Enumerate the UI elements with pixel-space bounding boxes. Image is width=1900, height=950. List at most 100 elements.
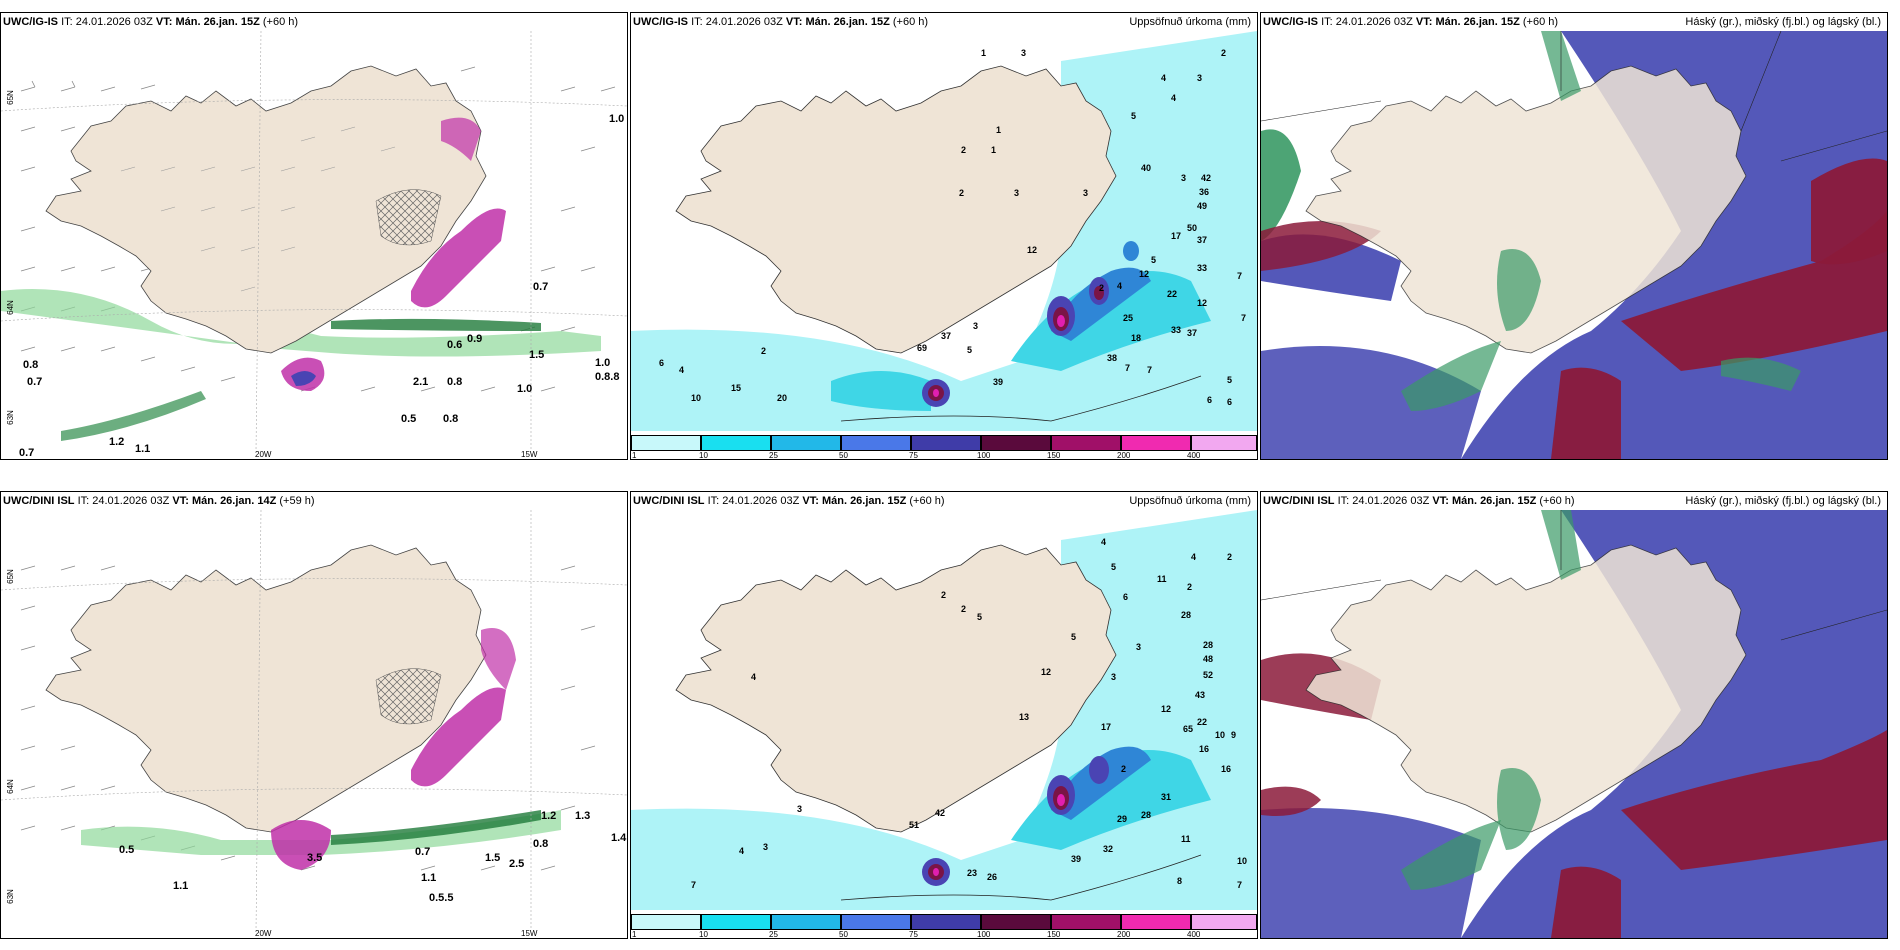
precip-value: 12 [1027,245,1038,255]
colorbar-segment [701,435,771,451]
precip-value: 4 [751,672,757,682]
precip-value: 7 [1237,880,1243,890]
value-label: 3.5 [307,852,323,864]
precip-value: 2 [1099,283,1105,293]
precip-value: 6 [1207,395,1213,405]
panel-title: Uppsöfnuð úrkoma (mm) [1129,495,1251,507]
colorbar-tick: 150 [1047,451,1061,460]
value-label: 1.5 [529,349,545,361]
colorbar-tick: 25 [769,451,778,460]
precip-value: 3 [763,842,769,852]
precip-value: 6 [659,358,665,368]
colorbar: 1 10 25 50 75 100 150 200 400 [631,431,1257,459]
colorbar-segment [1051,914,1121,930]
cloud-map [1261,31,1887,459]
precip-value: 3 [1181,173,1187,183]
precip-value: 4 [1171,93,1177,103]
lon-label-left: 20W [255,929,272,938]
precip-value: 37 [1187,328,1198,338]
value-label: 0.8.8 [595,371,620,383]
colorbar-tick: 50 [839,930,848,939]
wind-map [1,31,627,459]
precip-value: 4 [679,365,685,375]
value-label: 0.7 [27,376,43,388]
panel-header: UWC/DINI ISL IT: 24.01.2026 03Z VT: Mán.… [1,492,627,510]
value-label: 0.5 [401,413,417,425]
precip-value: 3 [973,321,979,331]
value-label: 1.1 [173,880,189,892]
precip-value: 51 [909,820,920,830]
colorbar-segment [1051,435,1121,451]
colorbar-segment [631,435,701,451]
value-label: 0.8 [23,359,39,371]
colorbar-tick: 1 [632,451,637,460]
colorbar-tick: 10 [699,451,708,460]
colorbar: 1 10 25 50 75 100 150 200 400 [631,910,1257,938]
value-label: 0.5.5 [429,892,454,904]
panel-header: UWC/DINI ISL IT: 24.01.2026 03Z VT: Mán.… [631,492,1257,510]
precip-panel-ig-is: UWC/IG-IS IT: 24.01.2026 03Z VT: Mán. 26… [630,12,1258,460]
precip-value: 17 [1171,231,1182,241]
precip-value: 5 [1071,632,1077,642]
precip-value: 31 [1161,792,1172,802]
panel-title: Háský (gr.), miðský (fj.bl.) og lágský (… [1685,495,1881,507]
colorbar-segment [1121,914,1191,930]
precip-value: 28 [1181,610,1192,620]
value-label: 0.5 [119,844,135,856]
precip-map [631,510,1257,938]
value-label: 1.1 [135,443,151,455]
precip-value: 69 [917,343,928,353]
precip-value: 12 [1139,269,1150,279]
precip-value: 2 [961,604,967,614]
precip-value: 11 [1181,834,1191,844]
precip-value: 9 [1231,730,1237,740]
colorbar-segment [841,914,911,930]
precip-value: 52 [1203,670,1214,680]
colorbar-tick: 10 [699,930,708,939]
precip-value: 25 [1123,313,1134,323]
value-label: 1.2 [541,810,557,822]
wind-map [1,510,627,938]
precip-value: 50 [1187,223,1198,233]
precip-value: 1 [981,48,987,58]
colorbar-segment [701,914,771,930]
precip-value: 7 [691,880,697,890]
precip-value: 3 [1014,188,1020,198]
precip-value: 39 [993,377,1004,387]
precip-value: 4 [1117,281,1123,291]
precip-value: 3 [1136,642,1142,652]
precip-value: 7 [1125,363,1131,373]
precip-panel-dini: UWC/DINI ISL IT: 24.01.2026 03Z VT: Mán.… [630,491,1258,939]
value-label: 0.9 [467,333,483,345]
colorbar-segment [981,914,1051,930]
colorbar-tick: 150 [1047,930,1061,939]
cloud-panel-dini: UWC/DINI ISL IT: 24.01.2026 03Z VT: Mán.… [1260,491,1888,939]
precip-value: 65 [1183,724,1194,734]
value-label: 1.1 [421,872,437,884]
value-label: 1.0 [609,113,625,125]
panel-header: UWC/IG-IS IT: 24.01.2026 03Z VT: Mán. 26… [1261,13,1887,31]
cloud-panel-ig-is: UWC/IG-IS IT: 24.01.2026 03Z VT: Mán. 26… [1260,12,1888,460]
precip-value: 16 [1221,764,1232,774]
lat-label-top: 65N [5,90,15,105]
cloud-map [1261,510,1887,938]
colorbar-tick: 75 [909,930,918,939]
colorbar-tick: 1 [632,930,637,939]
precip-value: 4 [739,846,745,856]
panel-header: UWC/IG-IS IT: 24.01.2026 03Z VT: Mán. 26… [631,13,1257,31]
precip-value: 5 [1227,375,1233,385]
precip-value: 7 [1147,365,1153,375]
precip-value: 18 [1131,333,1142,343]
precip-value: 2 [1227,552,1233,562]
precip-value: 6 [1227,397,1233,407]
value-label: 0.8 [447,376,463,388]
panel-title: Uppsöfnuð úrkoma (mm) [1129,16,1251,28]
precip-value: 15 [731,383,742,393]
colorbar-segment [1121,435,1191,451]
colorbar-tick: 400 [1187,451,1201,460]
colorbar-segment [771,435,841,451]
precip-value: 2 [941,590,947,600]
precip-value: 12 [1041,667,1052,677]
precip-value: 43 [1195,690,1206,700]
precip-value: 2 [959,188,965,198]
